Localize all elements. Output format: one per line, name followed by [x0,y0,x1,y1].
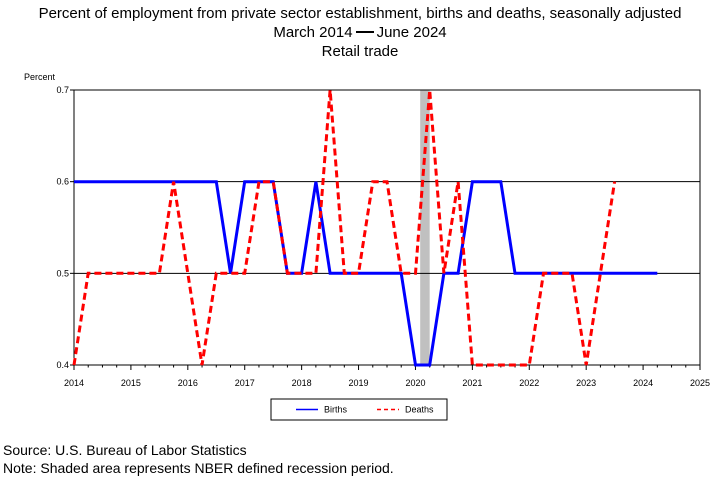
date-range-dash [355,31,374,34]
x-tick-label: 2014 [64,378,84,388]
y-tick-label: 0.6 [56,177,69,187]
y-tick-label: 0.7 [56,85,69,95]
y-axis-label: Percent [24,72,56,82]
x-tick-label: 2015 [121,378,141,388]
legend-label-deaths: Deaths [405,405,434,415]
source-note: Source: U.S. Bureau of Labor Statistics [3,442,247,458]
legend [270,398,448,421]
chart-title: Percent of employment from private secto… [38,5,682,22]
date-range-end: June 2024 [376,24,447,41]
legend-label-births: Births [324,405,348,415]
series-line-births [74,180,658,367]
x-tick-label: 2016 [178,378,198,388]
x-tick-label: 2017 [235,378,255,388]
x-tick-label: 2024 [633,378,653,388]
chart-subtitle: Retail trade [321,43,399,60]
x-tick-label: 2018 [292,378,312,388]
y-tick-label: 0.5 [56,268,69,278]
y-tick-label: 0.4 [56,360,69,370]
recession-note: Note: Shaded area represents NBER define… [3,460,394,476]
x-tick-label: 2023 [576,378,596,388]
x-tick-label: 2019 [349,378,369,388]
x-tick-label: 2025 [690,378,710,388]
chart-date-range: March 2014 June 2024 [0,23,720,42]
x-tick-label: 2021 [462,378,482,388]
series-line-deaths [72,89,617,367]
x-tick-label: 2020 [405,378,425,388]
x-tick-label: 2022 [519,378,539,388]
recession-shade [420,90,430,365]
date-range-start: March 2014 [273,24,353,41]
